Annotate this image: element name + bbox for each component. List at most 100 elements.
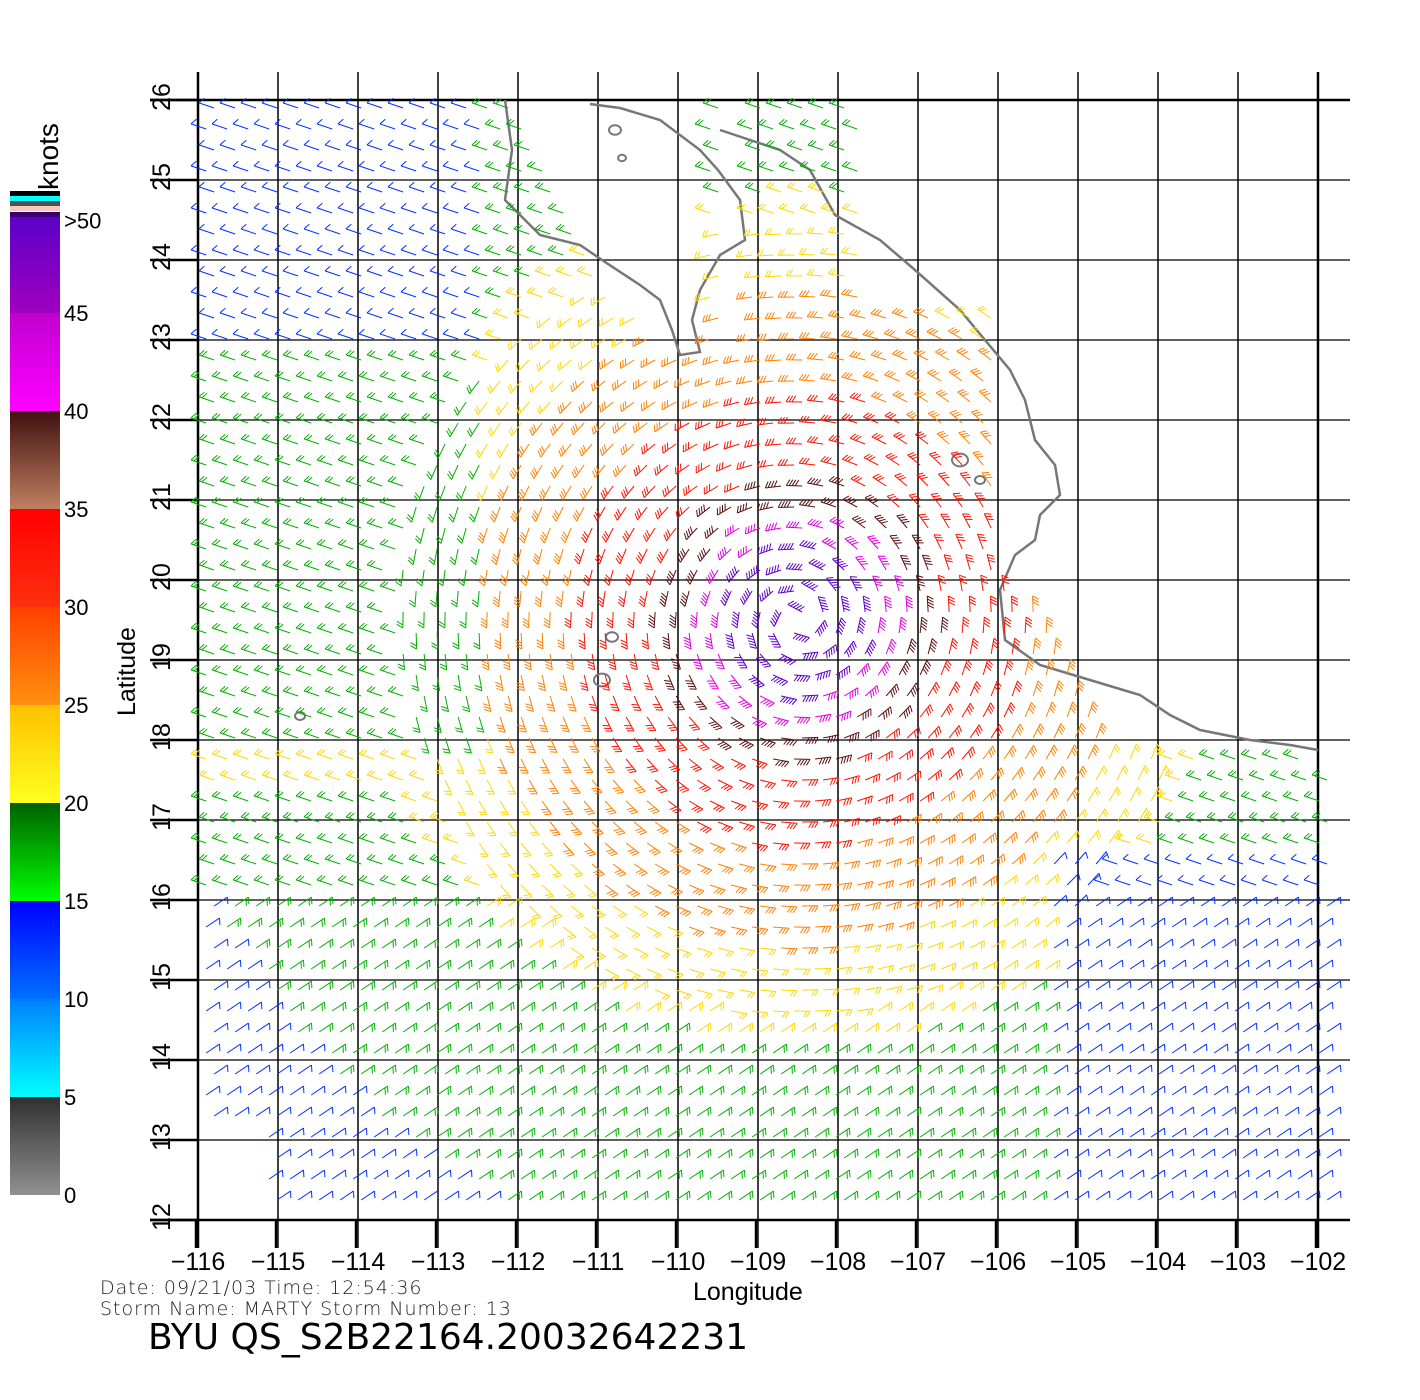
wind-barb [1200,1022,1216,1033]
wind-barb [807,181,824,193]
wind-barb [1227,769,1244,781]
wind-barb [661,399,677,411]
wind-barb [276,980,292,991]
wind-barb [240,139,257,151]
wind-barb [1261,748,1278,760]
wind-barb [990,939,1006,949]
wind-barb [448,506,459,523]
wind-barb [730,842,747,853]
wind-barb [801,1064,817,1075]
wind-barb [1011,1064,1027,1075]
wind-barb [1024,788,1039,802]
wind-barb [1011,1022,1027,1033]
wind-barb [463,874,480,886]
wind-barb [849,392,866,403]
wind-barb [1066,830,1081,844]
wind-barb [1192,959,1208,970]
wind-barb [471,97,488,109]
wind-barb [898,705,913,719]
wind-barb [1185,769,1202,781]
wind-barb [255,1106,271,1117]
wind-barb [421,790,438,802]
wind-barb [219,643,236,655]
wind-barb [631,695,642,711]
wind-barb [517,485,530,501]
wind-barb [927,856,943,867]
wind-barb [190,370,207,382]
wind-barb [1093,874,1110,886]
wind-barb [402,1190,418,1201]
wind-barb [442,244,459,256]
colorbar-segment-15 [10,803,60,901]
wind-barb [785,395,803,403]
y-tick-label: 16 [148,883,176,911]
wind-barb [709,884,726,895]
wind-barb [276,1064,292,1075]
wind-barb [434,485,446,502]
wind-barb [373,1085,389,1096]
wind-barb [1108,1001,1124,1012]
wind-barb [503,695,513,712]
wind-barb [676,548,690,563]
wind-barb [570,905,585,919]
wind-barb [898,1043,914,1054]
wind-barb [381,1148,397,1159]
wind-barb [823,819,840,828]
wind-barb [444,1106,460,1117]
wind-barb [1297,1043,1313,1054]
wind-barb [211,832,228,844]
wind-barb [268,1001,284,1012]
wind-barb [634,506,648,521]
wind-barb [760,947,777,956]
wind-barb [337,580,354,592]
x-tick-label: −106 [970,1248,1026,1276]
wind-barb [765,181,782,193]
wind-barb [496,716,506,733]
wind-barb [1290,853,1307,865]
colorbar-segment-30 [10,509,60,607]
wind-barb [802,821,819,829]
wind-barb [345,769,362,781]
wind-barb [1011,595,1019,613]
wind-barb [303,433,320,445]
wind-barb [1284,1106,1300,1117]
wind-barb [948,768,963,781]
wind-barb [696,1022,712,1033]
wind-barb [345,391,362,403]
colorbar-segment-10 [10,901,60,999]
wind-barb [836,839,853,849]
footer-date-time: Date: 09/21/03 Time: 12:54:36 [100,1277,423,1299]
wind-barb [324,307,341,319]
wind-barb [604,1001,620,1012]
wind-barb [295,580,312,592]
wind-barb [948,368,963,382]
wind-barb [694,335,711,345]
wind-barb [379,706,396,718]
wind-barb [1032,1106,1048,1117]
wind-barb [474,401,488,416]
wind-barb [864,1148,880,1159]
wind-barb [849,576,863,592]
wind-barb [633,1106,649,1117]
wind-barb [414,527,425,544]
wind-barb [450,853,467,865]
wind-barb [683,526,698,541]
wind-barb [1053,809,1068,823]
wind-barb [331,1169,347,1180]
wind-barb [486,1106,502,1117]
wind-barb [826,577,841,592]
wind-barb [219,139,236,151]
wind-barb [432,674,441,692]
wind-barb [465,1022,481,1033]
wind-barb [990,724,1004,739]
wind-barb [877,794,894,805]
wind-barb [752,884,769,894]
wind-barb [276,938,292,949]
wind-barb [297,980,313,991]
wind-barb [990,853,1006,865]
wind-barb [716,503,732,516]
wind-barb [602,716,613,732]
wind-barb [894,472,908,487]
wind-barb [282,223,299,235]
wind-barb [1066,873,1081,886]
